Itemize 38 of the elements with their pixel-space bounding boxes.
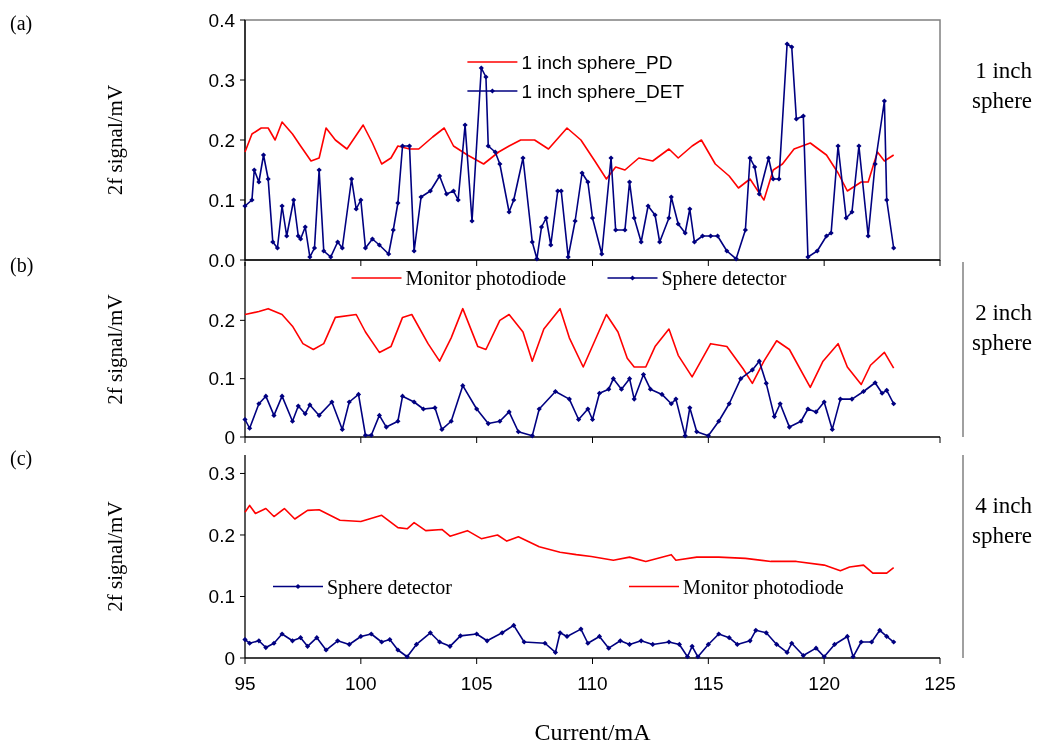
y-tick-label: 0.3 xyxy=(208,69,235,91)
x-tick-label: 105 xyxy=(460,673,493,694)
line-series xyxy=(244,121,895,201)
y-axis-title: 2f signal/mV xyxy=(103,501,127,612)
legend-label: 1 inch sphere_PD xyxy=(521,51,673,74)
y-tick-label: 0.3 xyxy=(208,463,235,485)
legend-label: Sphere detector xyxy=(661,267,787,290)
text: (a) xyxy=(10,12,33,35)
legend-label: Monitor photodiode xyxy=(405,267,567,290)
y-tick-label: 0.2 xyxy=(208,524,235,546)
y-tick-label: 0 xyxy=(224,426,235,448)
y-tick-label: 0.0 xyxy=(208,249,235,271)
text: 4 inch sphere xyxy=(971,493,1033,548)
y-tick-label: 0.1 xyxy=(208,189,235,211)
x-tick-label: 95 xyxy=(234,673,256,694)
y-tick-label: 0.4 xyxy=(208,9,236,31)
x-axis-title: Current/mA xyxy=(534,719,652,745)
text: (b) xyxy=(10,254,34,277)
y-tick-label: 0.2 xyxy=(208,309,235,331)
text: 1 inch sphere xyxy=(971,58,1033,113)
x-tick-label: 110 xyxy=(577,673,608,694)
text: (c) xyxy=(10,447,33,470)
text: 2 inch sphere xyxy=(971,300,1033,355)
x-tick-label: 125 xyxy=(924,673,956,694)
legend-label: Sphere detector xyxy=(327,575,453,599)
y-tick-label: 0.1 xyxy=(208,368,235,390)
x-tick-label: 120 xyxy=(808,673,841,694)
line-series xyxy=(244,307,895,389)
legend-label: Monitor photodiode xyxy=(683,575,844,599)
y-axis-title: 2f signal/mV xyxy=(103,84,127,196)
line-series xyxy=(244,504,895,574)
y-axis-title: 2f signal/mV xyxy=(103,294,127,405)
legend-label: 1 inch sphere_DET xyxy=(521,80,685,103)
y-tick-label: 0.2 xyxy=(208,129,235,151)
y-tick-label: 0 xyxy=(224,647,235,669)
y-tick-label: 0.1 xyxy=(208,586,235,608)
x-tick-label: 100 xyxy=(344,673,377,694)
x-tick-label: 115 xyxy=(693,673,724,694)
